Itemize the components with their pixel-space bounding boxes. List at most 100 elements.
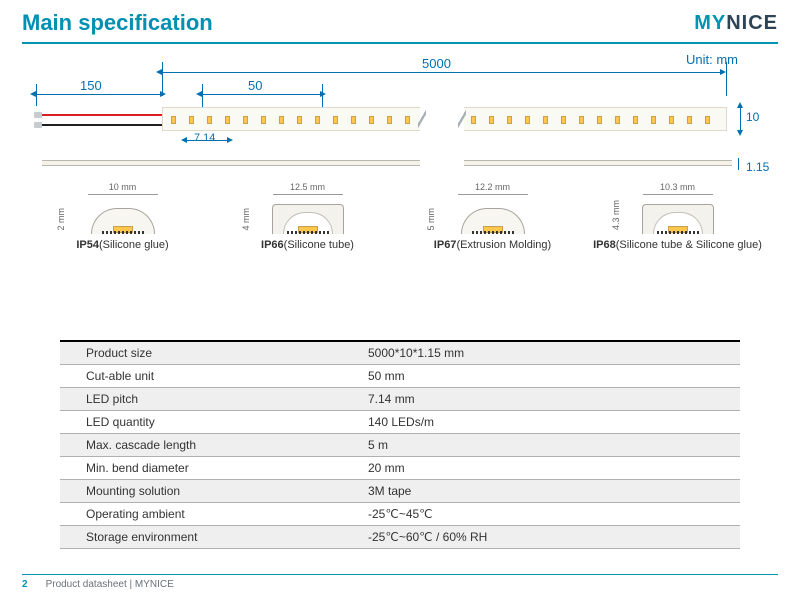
xsect-width-line bbox=[88, 194, 158, 195]
xsect-chip-legs bbox=[287, 231, 329, 234]
dimension-diagram: Unit: mm 5000 150 50 7.14 10 1.15 10 mm2… bbox=[22, 52, 778, 272]
led-chip bbox=[669, 116, 674, 124]
footer-text: Product datasheet | MYNICE bbox=[46, 579, 174, 590]
dim-5000-label: 5000 bbox=[422, 56, 451, 71]
led-strip-left bbox=[162, 107, 422, 131]
spec-key: Min. bend diameter bbox=[60, 461, 366, 475]
spec-key: Max. cascade length bbox=[60, 438, 366, 452]
xsect-ip-rating: IP54 bbox=[76, 239, 99, 251]
led-chip bbox=[471, 116, 476, 124]
logo-part-my: MY bbox=[694, 12, 726, 34]
led-chip bbox=[561, 116, 566, 124]
xsect-width-label: 12.2 mm bbox=[475, 182, 510, 192]
dim-10-arrow-d bbox=[737, 130, 743, 136]
led-chip bbox=[369, 116, 374, 124]
spec-value: 140 LEDs/m bbox=[366, 415, 740, 429]
spec-value: -25℃~60℃ / 60% RH bbox=[366, 530, 740, 544]
spec-key: Cut-able unit bbox=[60, 369, 366, 383]
spec-row: Storage environment-25℃~60℃ / 60% RH bbox=[60, 526, 740, 549]
xsect-label: IP67(Extrusion Molding) bbox=[434, 238, 551, 252]
page-header: Main specification MYNICE bbox=[0, 0, 800, 42]
spec-value: 7.14 mm bbox=[366, 392, 740, 406]
strip-side-break bbox=[420, 154, 464, 172]
cross-section-graphic: 10.3 mm4.3 mm bbox=[603, 182, 753, 234]
cross-section: 12.2 mm5 mm IP67(Extrusion Molding) bbox=[408, 182, 578, 268]
dim-150-line bbox=[36, 94, 162, 95]
led-chip bbox=[597, 116, 602, 124]
spec-row: Mounting solution3M tape bbox=[60, 480, 740, 503]
spec-value: 5 m bbox=[366, 438, 740, 452]
led-chip bbox=[279, 116, 284, 124]
spec-key: Mounting solution bbox=[60, 484, 366, 498]
dim-115-line bbox=[738, 158, 739, 170]
led-chip bbox=[243, 116, 248, 124]
spec-row: Min. bend diameter20 mm bbox=[60, 457, 740, 480]
led-chip bbox=[297, 116, 302, 124]
cross-section-graphic: 12.2 mm5 mm bbox=[418, 182, 568, 234]
dim-150-tick-l bbox=[36, 84, 37, 106]
dim-714-arrow-r bbox=[227, 137, 233, 143]
xsect-label: IP68(Silicone tube & Silicone glue) bbox=[593, 238, 762, 252]
dim-10-label: 10 bbox=[746, 110, 759, 124]
header-divider bbox=[22, 42, 778, 44]
xsect-ip-rating: IP67 bbox=[434, 239, 457, 251]
xsect-width-label: 12.5 mm bbox=[290, 182, 325, 192]
dim-115-label: 1.15 bbox=[746, 160, 769, 174]
spec-value: 20 mm bbox=[366, 461, 740, 475]
led-chip bbox=[333, 116, 338, 124]
spec-value: -25℃~45℃ bbox=[366, 507, 740, 521]
xsect-width-label: 10 mm bbox=[109, 182, 137, 192]
strip-break bbox=[420, 102, 464, 136]
led-chip bbox=[705, 116, 710, 124]
spec-key: Product size bbox=[60, 346, 366, 360]
lead-wire-black bbox=[42, 124, 162, 126]
spec-value: 5000*10*1.15 mm bbox=[366, 346, 740, 360]
led-chip bbox=[633, 116, 638, 124]
xsect-width-line bbox=[643, 194, 713, 195]
cross-section-row: 10 mm2 mm IP54(Silicone glue) 12.5 mm 4 mm I… bbox=[22, 182, 778, 268]
led-chip bbox=[207, 116, 212, 124]
dim-714-label: 7.14 bbox=[194, 132, 215, 144]
page-number: 2 bbox=[22, 579, 28, 590]
dim-10-line bbox=[740, 107, 741, 131]
spec-value: 3M tape bbox=[366, 484, 740, 498]
led-chip bbox=[387, 116, 392, 124]
led-chip bbox=[171, 116, 176, 124]
logo: MYNICE bbox=[694, 12, 778, 35]
xsect-chip-legs bbox=[102, 231, 144, 234]
led-chip bbox=[543, 116, 548, 124]
dim-150-label: 150 bbox=[80, 78, 102, 93]
spec-row: Operating ambient-25℃~45℃ bbox=[60, 503, 740, 526]
xsect-desc: (Silicone glue) bbox=[99, 239, 169, 251]
xsect-desc: (Silicone tube) bbox=[284, 239, 354, 251]
led-chip bbox=[615, 116, 620, 124]
dim-5000-line bbox=[162, 72, 722, 73]
led-chip bbox=[489, 116, 494, 124]
xsect-width-line bbox=[458, 194, 528, 195]
xsect-ip-rating: IP68 bbox=[593, 239, 616, 251]
xsect-label: IP66(Silicone tube) bbox=[261, 238, 354, 252]
cross-section-graphic: 10 mm2 mm bbox=[48, 182, 198, 234]
spec-key: Storage environment bbox=[60, 530, 366, 544]
xsect-desc: (Silicone tube & Silicone glue) bbox=[616, 239, 762, 251]
page-title: Main specification bbox=[22, 10, 213, 36]
led-chip bbox=[315, 116, 320, 124]
xsect-label: IP54(Silicone glue) bbox=[76, 238, 168, 252]
xsect-width-line bbox=[273, 194, 343, 195]
unit-label: Unit: mm bbox=[686, 52, 738, 67]
led-chip bbox=[405, 116, 410, 124]
strip-side-view bbox=[42, 160, 732, 166]
lead-wire-red bbox=[42, 114, 162, 116]
spec-row: LED quantity140 LEDs/m bbox=[60, 411, 740, 434]
spec-row: Max. cascade length5 m bbox=[60, 434, 740, 457]
xsect-height-label: 4 mm bbox=[241, 208, 251, 231]
xsect-chip-legs bbox=[472, 231, 514, 234]
dim-5000-tick-r bbox=[726, 62, 727, 96]
xsect-width-label: 10.3 mm bbox=[660, 182, 695, 192]
xsect-desc: (Extrusion Molding) bbox=[456, 239, 551, 251]
xsect-chip-legs bbox=[657, 231, 699, 234]
led-chip bbox=[189, 116, 194, 124]
spec-key: LED quantity bbox=[60, 415, 366, 429]
led-chip bbox=[507, 116, 512, 124]
spec-row: LED pitch7.14 mm bbox=[60, 388, 740, 411]
